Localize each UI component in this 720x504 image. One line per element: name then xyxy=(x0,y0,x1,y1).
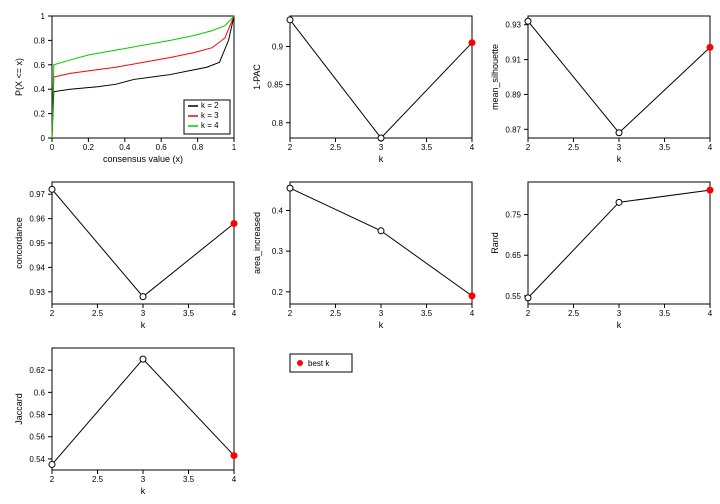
svg-text:k = 4: k = 4 xyxy=(201,121,219,130)
svg-text:k = 3: k = 3 xyxy=(201,111,219,120)
svg-text:1-PAC: 1-PAC xyxy=(252,64,262,90)
svg-text:0.8: 0.8 xyxy=(272,119,284,128)
svg-text:0.9: 0.9 xyxy=(272,43,284,52)
svg-text:0.55: 0.55 xyxy=(505,292,521,301)
svg-text:0.93: 0.93 xyxy=(29,288,45,297)
svg-text:k: k xyxy=(141,486,146,496)
svg-text:k: k xyxy=(379,320,384,330)
svg-text:0.3: 0.3 xyxy=(272,247,284,256)
svg-text:0.93: 0.93 xyxy=(505,21,521,30)
svg-text:2.5: 2.5 xyxy=(568,309,580,318)
svg-text:2: 2 xyxy=(526,143,531,152)
svg-text:2.5: 2.5 xyxy=(92,475,104,484)
svg-text:2.5: 2.5 xyxy=(92,309,104,318)
svg-text:0: 0 xyxy=(41,134,46,143)
svg-text:1: 1 xyxy=(41,12,46,21)
svg-text:2: 2 xyxy=(526,309,531,318)
svg-text:0.8: 0.8 xyxy=(34,36,46,45)
svg-text:0.6: 0.6 xyxy=(156,143,168,152)
svg-text:0.89: 0.89 xyxy=(505,90,521,99)
svg-text:0.58: 0.58 xyxy=(29,411,45,420)
svg-text:0.6: 0.6 xyxy=(34,388,46,397)
svg-text:2: 2 xyxy=(288,143,293,152)
svg-text:2.5: 2.5 xyxy=(568,143,580,152)
svg-text:2.5: 2.5 xyxy=(330,143,342,152)
svg-text:3.5: 3.5 xyxy=(659,309,671,318)
svg-text:0.75: 0.75 xyxy=(505,211,521,220)
svg-text:consensus value (x): consensus value (x) xyxy=(103,154,183,164)
svg-text:Rand: Rand xyxy=(490,232,500,254)
svg-text:1: 1 xyxy=(232,143,237,152)
svg-text:best k: best k xyxy=(308,359,330,368)
panel-jaccard: 2 2.5 3 3.5 4 0.54 0.56 0.58 0.6 0.62 k Jaccard xyxy=(10,342,240,500)
svg-text:2: 2 xyxy=(50,475,55,484)
panel-concordance: 2 2.5 3 3.5 4 0.93 0.94 0.95 0.96 0.97 k concordanc… xyxy=(10,176,240,334)
svg-text:3: 3 xyxy=(141,475,146,484)
chart-grid: 0 0.2 0.4 0.6 0.8 1 0 0.2 0.4 0.6 0.8 1 consensus va… xyxy=(10,10,710,494)
svg-text:4: 4 xyxy=(708,309,713,318)
svg-text:0.95: 0.95 xyxy=(29,239,45,248)
panel-silhouette: 2 2.5 3 3.5 4 0.87 0.89 0.91 0.93 k mean_silhouett… xyxy=(486,10,716,168)
svg-text:4: 4 xyxy=(470,143,475,152)
svg-text:3.5: 3.5 xyxy=(421,143,433,152)
svg-text:0.2: 0.2 xyxy=(83,143,95,152)
svg-text:k: k xyxy=(617,320,622,330)
svg-text:0.62: 0.62 xyxy=(29,366,45,375)
svg-text:3.5: 3.5 xyxy=(183,475,195,484)
panel-pac: 2 2.5 3 3.5 4 0.8 0.85 0.9 k 1-PAC xyxy=(248,10,478,168)
svg-text:0.2: 0.2 xyxy=(34,110,46,119)
svg-text:3.5: 3.5 xyxy=(659,143,671,152)
svg-text:0: 0 xyxy=(50,143,55,152)
svg-text:0.97: 0.97 xyxy=(29,190,45,199)
svg-text:0.56: 0.56 xyxy=(29,433,45,442)
panel-rand: 2 2.5 3 3.5 4 0.55 0.65 0.75 k Rand xyxy=(486,176,716,334)
svg-text:4: 4 xyxy=(470,309,475,318)
svg-text:0.6: 0.6 xyxy=(34,61,46,70)
svg-text:3: 3 xyxy=(379,143,384,152)
panel-area: 2 2.5 3 3.5 4 0.2 0.3 0.4 k area_increased xyxy=(248,176,478,334)
svg-text:3: 3 xyxy=(379,309,384,318)
panel-bestk-legend: best k xyxy=(248,342,478,500)
svg-text:0.91: 0.91 xyxy=(505,56,521,65)
svg-text:k = 2: k = 2 xyxy=(201,101,219,110)
svg-text:0.65: 0.65 xyxy=(505,251,521,260)
svg-text:0.4: 0.4 xyxy=(272,206,284,215)
svg-text:2: 2 xyxy=(288,309,293,318)
panel-cdf: 0 0.2 0.4 0.6 0.8 1 0 0.2 0.4 0.6 0.8 1 consensus va… xyxy=(10,10,240,168)
svg-text:4: 4 xyxy=(232,309,237,318)
panel-empty xyxy=(486,342,716,500)
svg-text:k: k xyxy=(141,320,146,330)
svg-text:P(X <= x): P(X <= x) xyxy=(14,58,24,96)
svg-text:0.2: 0.2 xyxy=(272,288,284,297)
svg-text:0.94: 0.94 xyxy=(29,263,45,272)
svg-text:2: 2 xyxy=(50,309,55,318)
svg-text:4: 4 xyxy=(708,143,713,152)
svg-text:3: 3 xyxy=(617,309,622,318)
svg-text:mean_silhouette: mean_silhouette xyxy=(490,44,500,110)
svg-text:area_increased: area_increased xyxy=(252,212,262,274)
svg-text:2.5: 2.5 xyxy=(330,309,342,318)
svg-text:0.96: 0.96 xyxy=(29,215,45,224)
svg-text:k: k xyxy=(617,154,622,164)
svg-text:concordance: concordance xyxy=(14,217,24,269)
svg-text:0.87: 0.87 xyxy=(505,125,521,134)
svg-text:0.4: 0.4 xyxy=(119,143,131,152)
svg-text:0.85: 0.85 xyxy=(267,81,283,90)
svg-text:3.5: 3.5 xyxy=(183,309,195,318)
svg-text:0.4: 0.4 xyxy=(34,85,46,94)
svg-text:k: k xyxy=(379,154,384,164)
svg-text:0.8: 0.8 xyxy=(192,143,204,152)
svg-text:3.5: 3.5 xyxy=(421,309,433,318)
svg-text:Jaccard: Jaccard xyxy=(14,393,24,425)
svg-text:3: 3 xyxy=(617,143,622,152)
svg-text:0.54: 0.54 xyxy=(29,455,45,464)
svg-text:4: 4 xyxy=(232,475,237,484)
svg-text:3: 3 xyxy=(141,309,146,318)
